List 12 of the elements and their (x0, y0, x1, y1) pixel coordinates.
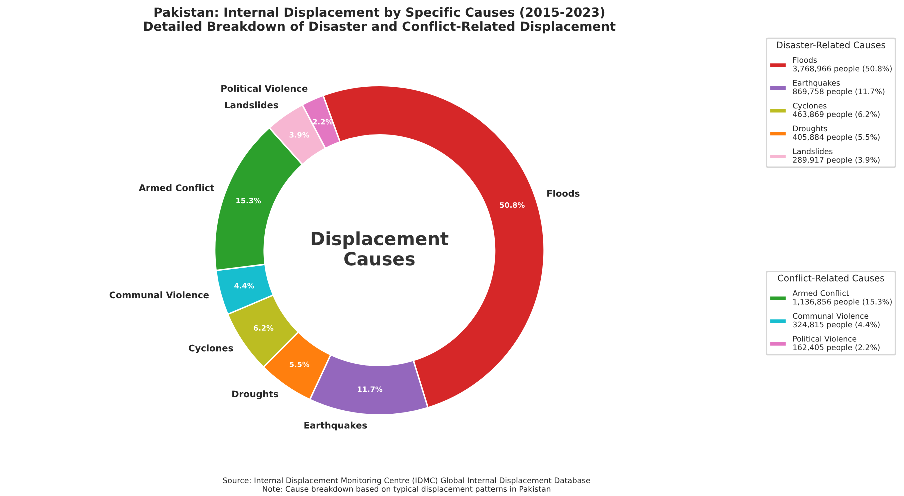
text: Disaster-Related Causes (777, 42, 886, 49)
slice-label: Landslides (225, 102, 278, 109)
slice-label: Cyclones (189, 344, 234, 354)
text: Displacement Causes (312, 232, 449, 266)
slice-label: Earthquakes (304, 422, 368, 431)
text: Conflict-Related Causes (778, 274, 884, 282)
slice-label: Floods (548, 190, 580, 198)
slice-label: Armed Conflict (139, 184, 214, 192)
slice-label: Political Violence (222, 85, 308, 92)
slice-label: Communal Violence (110, 292, 210, 299)
slice-label: Droughts (232, 390, 278, 400)
chart-title: Pakistan: Internal Displacement by Specific Causes (2015-2023) Detailed Breakdown of Disaster and Conflict-Related Displacement (144, 7, 616, 34)
